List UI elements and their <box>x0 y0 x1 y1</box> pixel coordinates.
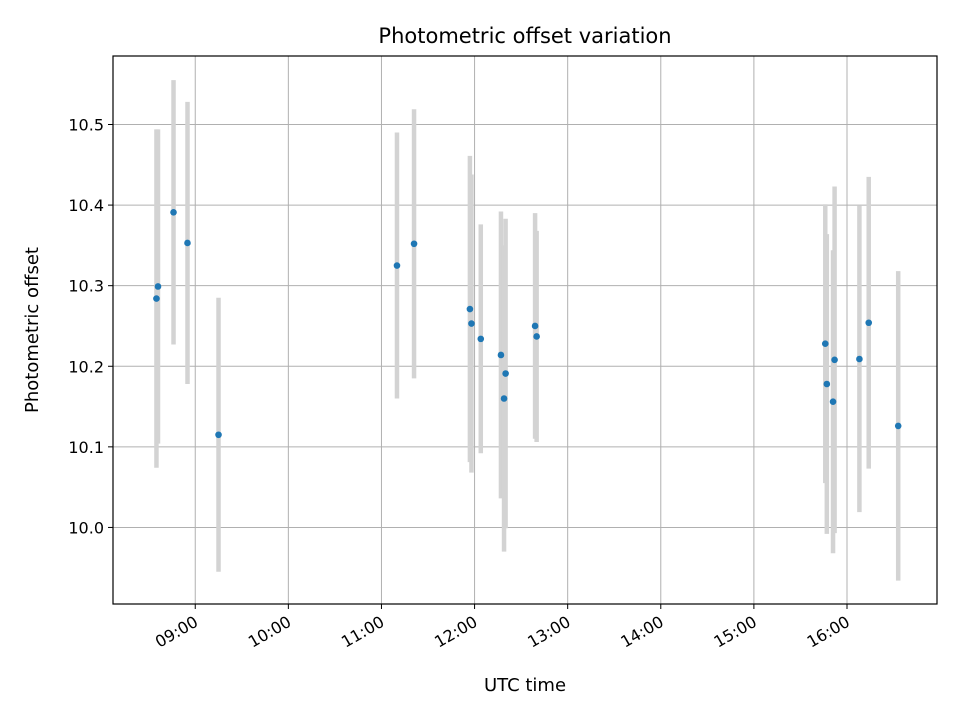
data-point <box>823 380 831 388</box>
y-tick-label: 10.3 <box>68 277 104 296</box>
data-point <box>865 319 873 327</box>
data-point <box>154 283 162 290</box>
data-point <box>410 240 418 248</box>
data-point <box>856 355 863 363</box>
y-axis-label: Photometric offset <box>22 247 43 413</box>
data-point <box>184 239 191 247</box>
y-tick-label: 10.5 <box>68 116 104 135</box>
data-point <box>821 340 829 348</box>
data-point <box>477 335 485 343</box>
data-points <box>153 209 902 439</box>
grid <box>113 56 937 604</box>
y-axis: 10.0 10.1 10.2 10.3 10.4 10.5 <box>68 116 113 537</box>
data-point <box>533 333 540 340</box>
y-tick-label: 10.0 <box>68 518 104 537</box>
data-point <box>502 370 509 377</box>
data-point <box>497 351 505 359</box>
data-point <box>170 209 177 216</box>
y-tick-label: 10.4 <box>68 196 104 215</box>
data-point <box>153 295 160 302</box>
chart-title: Photometric offset variation <box>378 24 671 48</box>
data-point <box>500 395 508 402</box>
data-point <box>894 422 902 430</box>
data-point <box>831 356 838 364</box>
data-point <box>393 262 401 269</box>
plot-frame <box>112 55 938 605</box>
y-tick-label: 10.2 <box>68 357 104 376</box>
data-point <box>531 322 539 330</box>
data-point <box>466 305 474 313</box>
x-axis-label: UTC time <box>484 675 566 696</box>
y-tick-label: 10.1 <box>68 438 104 457</box>
data-point <box>215 431 222 439</box>
data-point <box>829 398 837 406</box>
data-point <box>468 320 475 327</box>
